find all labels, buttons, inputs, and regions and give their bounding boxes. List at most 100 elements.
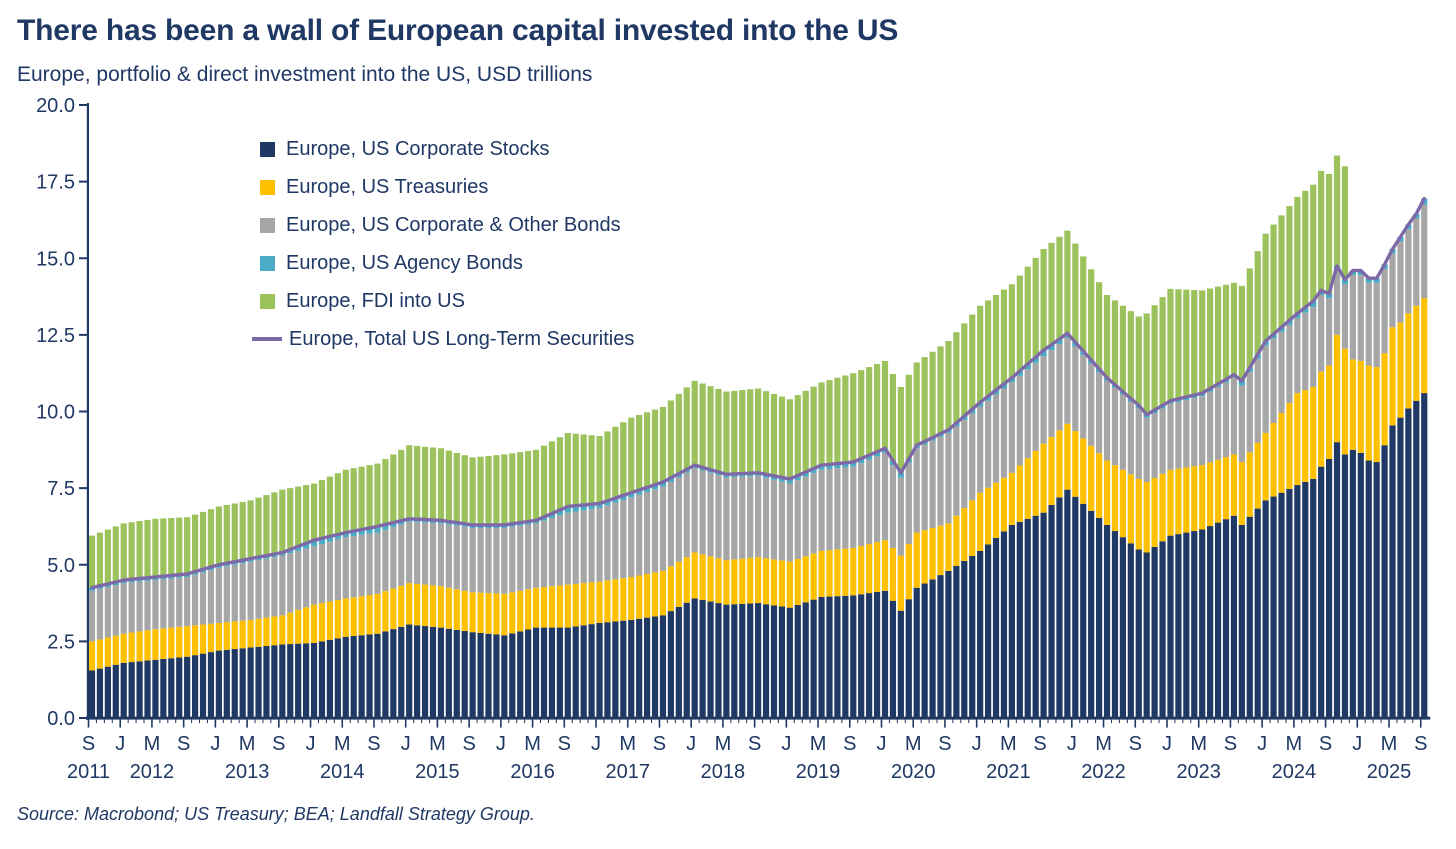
x-axis-month-label: S [1224,733,1237,755]
bar-segment-corp_other_bonds [651,489,659,573]
bar-segment-agency_bonds [826,464,833,469]
bar-segment-treasuries [1310,386,1317,479]
bar-segment-corp_other_bonds [596,508,603,582]
bar-segment-corp_other_bonds [1111,387,1119,466]
bar-segment-agency_bonds [1373,278,1380,283]
x-axis-minor-tick [999,719,1001,724]
x-axis-minor-tick [222,719,224,724]
x-axis-minor-tick [365,719,367,724]
bar-segment-stocks [1262,500,1269,718]
bar-segment-stocks [517,631,524,718]
x-axis-minor-tick [968,719,970,724]
bar-segment-fdi [881,360,889,449]
bar-segment-fdi [707,386,714,470]
bar-segment-stocks [866,593,873,718]
bar-segment-treasuries [556,585,563,628]
bar-segment-stocks [667,611,674,718]
bar-segment-corp_other_bonds [1159,408,1166,474]
bar-segment-fdi [136,521,143,579]
bar-segment-stocks [1397,417,1404,718]
legend-label: Europe, US Agency Bonds [286,251,523,274]
x-axis-minor-tick [801,719,803,724]
bar-segment-agency_bonds [540,516,548,521]
x-axis-minor-tick [175,719,177,724]
bar-segment-corp_other_bonds [739,476,746,559]
bar-segment-fdi [1119,305,1126,392]
x-axis-minor-tick [1253,719,1255,724]
bar-segment-stocks [548,627,556,718]
bar-segment-stocks [810,599,817,718]
bar-segment-corp_other_bonds [699,470,706,555]
x-axis-minor-tick [1079,719,1081,724]
x-axis-month-label: S [462,733,475,755]
bar-segment-treasuries [683,557,690,603]
bar-segment-corp_other_bonds [1222,382,1230,458]
bar-segment-treasuries [810,553,817,600]
bar-segment-stocks [1365,460,1372,718]
bar-segment-stocks [715,603,722,718]
x-axis-minor-tick [555,719,557,724]
bar-segment-corp_other_bonds [184,577,191,627]
bar-segment-fdi [691,380,698,466]
bar-segment-stocks [699,600,706,718]
x-axis-major-tick [658,719,661,728]
x-axis-year-label: 2019 [796,761,841,783]
x-axis-minor-tick [1206,719,1208,724]
x-axis-month-label: J [1257,733,1267,755]
bar-segment-corp_other_bonds [794,480,801,559]
bar-segment-treasuries [977,492,984,551]
bar-segment-agency_bonds [390,522,397,528]
bar-segment-stocks [231,649,238,718]
bar-segment-treasuries [675,561,682,607]
x-axis-month-label: M [239,733,256,755]
x-axis-minor-tick [603,719,605,724]
bar-segment-treasuries [715,558,722,604]
bar-segment-stocks [850,595,857,718]
bar-segment-fdi [842,375,849,463]
bar-segment-corp_other_bonds [509,526,516,593]
x-axis-minor-tick [682,719,684,724]
bar-segment-fdi [144,519,151,578]
x-axis-month-label: M [1286,733,1303,755]
bar-segment-fdi [1262,233,1269,341]
bar-segment-treasuries [762,558,770,605]
x-axis-minor-tick [698,719,700,724]
bar-segment-agency_bonds [398,520,405,525]
bar-segment-stocks [707,601,714,718]
bar-segment-fdi [937,346,944,434]
bar-segment-stocks [588,624,595,718]
bar-segment-corp_other_bonds [834,468,841,550]
bar-segment-treasuries [104,637,111,667]
x-axis-minor-tick [238,719,240,724]
bar-segment-treasuries [667,566,674,612]
bar-segment-corp_other_bonds [279,555,286,616]
bar-segment-agency_bonds [1325,293,1333,299]
bar-segment-corp_other_bonds [604,505,611,581]
bar-segment-treasuries [786,561,793,608]
bar-segment-stocks [1246,516,1253,718]
bar-segment-agency_bonds [1341,279,1349,285]
bar-segment-treasuries [215,622,222,651]
bar-segment-treasuries [580,583,587,626]
x-axis-minor-tick [833,719,835,724]
bar-segment-fdi [644,412,651,488]
bar-segment-treasuries [303,607,310,644]
bar-segment-fdi [223,504,230,564]
x-axis-minor-tick [762,719,764,724]
bar-segment-treasuries [691,552,698,599]
bar-segment-fdi [453,452,460,523]
bar-segment-stocks [1302,482,1309,718]
bar-segment-fdi [1040,249,1047,351]
bar-segment-treasuries [398,585,405,627]
bar-segment-fdi [588,435,595,505]
bar-segment-corp_other_bonds [572,511,579,584]
bar-segment-agency_bonds [834,463,841,469]
x-axis-minor-tick [1245,719,1247,724]
bar-segment-fdi [1135,316,1142,406]
bar-segment-treasuries [937,525,944,576]
bar-segment-treasuries [969,500,976,556]
bar-segment-treasuries [1199,465,1206,530]
bar-segment-fdi [564,432,571,507]
bar-segment-corp_other_bonds [445,524,452,588]
bar-segment-fdi [945,341,952,430]
